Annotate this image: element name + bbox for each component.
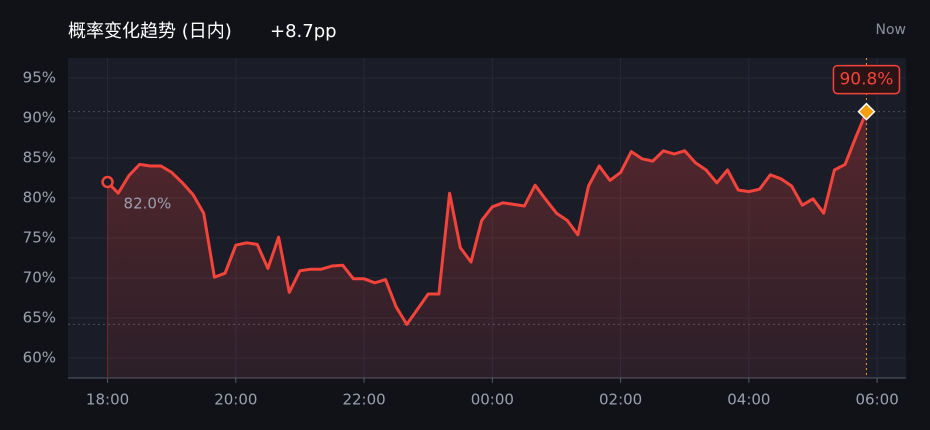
- y-tick-label: 75%: [23, 229, 56, 247]
- end-label: 90.8%: [839, 70, 893, 90]
- start-label: 82.0%: [124, 195, 172, 213]
- y-tick-label: 85%: [23, 149, 56, 167]
- status: Now: [876, 22, 907, 38]
- y-tick-label: 70%: [23, 269, 56, 287]
- x-tick-label: 02:00: [599, 391, 642, 409]
- x-tick-label: 18:00: [86, 391, 129, 409]
- x-tick-label: 06:00: [856, 391, 899, 409]
- x-tick-label: 04:00: [727, 391, 770, 409]
- area: [107, 111, 867, 378]
- end-label-box: [832, 64, 901, 95]
- y-tick-label: 95%: [23, 69, 56, 87]
- x-tick-label: 20:00: [214, 391, 257, 409]
- chart-title: 概率变化趋势 (日内): [68, 21, 232, 42]
- start-marker: [101, 175, 114, 189]
- x-tick-label: 22:00: [342, 391, 385, 409]
- y-tick-label: 90%: [23, 109, 56, 127]
- y-tick-label: 80%: [23, 189, 56, 207]
- end-marker: [857, 102, 876, 121]
- chart-subtitle: +8.7pp: [270, 21, 337, 42]
- y-tick-label: 65%: [23, 309, 56, 327]
- line: [106, 111, 868, 326]
- x-tick-label: 00:00: [471, 391, 514, 409]
- y-tick-label: 60%: [23, 349, 56, 367]
